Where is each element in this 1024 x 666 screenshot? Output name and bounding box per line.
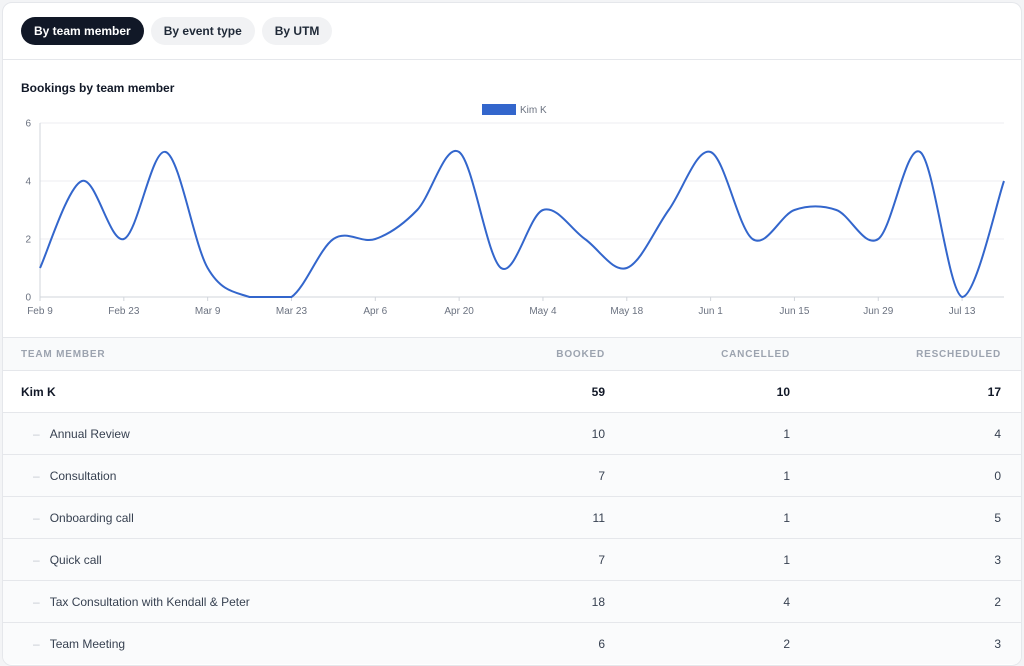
- booked-cell: 7: [598, 468, 605, 483]
- indent-marker: –: [33, 510, 40, 525]
- y-tick-label: 4: [25, 177, 31, 188]
- table-row[interactable]: – Quick call 7 1 3: [3, 538, 1021, 580]
- event-type-cell: – Annual Review: [33, 413, 130, 454]
- table-row[interactable]: – Tax Consultation with Kendall & Peter 18…: [3, 580, 1021, 622]
- rescheduled-cell: 4: [994, 426, 1001, 441]
- cancelled-cell: 1: [783, 552, 790, 567]
- bookings-table: Team Member Booked Cancelled Rescheduled…: [3, 337, 1021, 664]
- tab-bar: By team member By event type By UTM: [21, 17, 333, 45]
- event-type-cell: – Quick call: [33, 539, 102, 580]
- event-type-cell: – Tax Consultation with Kendall & Peter: [33, 581, 250, 622]
- cancelled-cell: 4: [783, 594, 790, 609]
- x-tick-label: Feb 23: [108, 306, 140, 317]
- indent-marker: –: [33, 552, 40, 567]
- table-row-member[interactable]: Kim K 59 10 17: [3, 370, 1021, 412]
- x-tick-label: Feb 9: [27, 306, 53, 317]
- legend-swatch: [482, 104, 516, 115]
- line-chart: 0 2 4 6 Feb 9 Feb 23 Mar 9 Mar 23 Apr 6 Apr 20 May…: [25, 104, 1005, 317]
- table-row[interactable]: – Team Meeting 6 2 3: [3, 622, 1021, 664]
- x-tick-label: Jun 15: [779, 306, 809, 317]
- rescheduled-cell: 0: [994, 468, 1001, 483]
- tab-by-event-type[interactable]: By event type: [150, 17, 255, 45]
- x-tick-label: Jun 1: [698, 306, 723, 317]
- cancelled-cell: 1: [783, 468, 790, 483]
- table-row[interactable]: – Onboarding call 11 1 5: [3, 496, 1021, 538]
- rescheduled-cell: 5: [994, 510, 1001, 525]
- indent-marker: –: [33, 426, 40, 441]
- event-type-name: Team Meeting: [49, 636, 126, 651]
- member-cancelled: 10: [776, 384, 790, 399]
- header-cancelled[interactable]: Cancelled: [721, 348, 790, 360]
- event-type-name: Onboarding call: [49, 510, 134, 525]
- event-type-name: Tax Consultation with Kendall & Peter: [49, 594, 250, 609]
- header-booked[interactable]: Booked: [556, 348, 605, 360]
- divider: [3, 59, 1021, 60]
- series-line-kim-k: [39, 149, 1005, 298]
- table-header-row: Team Member Booked Cancelled Rescheduled: [3, 337, 1021, 370]
- x-tick-label: Jul 13: [949, 306, 976, 317]
- header-team-member[interactable]: Team Member: [21, 348, 106, 360]
- cancelled-cell: 1: [783, 426, 790, 441]
- x-tick-label: Mar 23: [276, 306, 308, 317]
- indent-marker: –: [33, 594, 40, 609]
- cancelled-cell: 2: [783, 636, 790, 651]
- rescheduled-cell: 3: [994, 636, 1001, 651]
- rescheduled-cell: 3: [994, 552, 1001, 567]
- y-tick-label: 0: [25, 293, 31, 304]
- x-tick-label: May 18: [610, 306, 643, 317]
- tab-by-utm[interactable]: By UTM: [261, 17, 333, 45]
- event-type-cell: – Consultation: [33, 455, 116, 496]
- member-rescheduled: 17: [987, 384, 1001, 399]
- member-booked: 59: [591, 384, 605, 399]
- event-type-name: Consultation: [49, 468, 117, 483]
- indent-marker: –: [33, 468, 40, 483]
- cancelled-cell: 1: [783, 510, 790, 525]
- x-tick-label: Mar 9: [195, 306, 221, 317]
- y-tick-label: 2: [25, 235, 31, 246]
- indent-marker: –: [33, 636, 40, 651]
- booked-cell: 6: [598, 636, 605, 651]
- member-name: Kim K: [21, 384, 56, 399]
- rescheduled-cell: 2: [994, 594, 1001, 609]
- event-type-cell: – Onboarding call: [33, 497, 134, 538]
- event-type-name: Annual Review: [49, 426, 130, 441]
- booked-cell: 7: [598, 552, 605, 567]
- table-row[interactable]: – Consultation 7 1 0: [3, 454, 1021, 496]
- header-rescheduled[interactable]: Rescheduled: [916, 348, 1001, 360]
- x-tick-label: May 4: [529, 306, 557, 317]
- booked-cell: 11: [592, 510, 605, 525]
- tab-by-team-member[interactable]: By team member: [21, 17, 144, 45]
- chart-title: Bookings by team member: [21, 81, 175, 95]
- legend-label: Kim K: [520, 105, 547, 116]
- booked-cell: 10: [591, 426, 605, 441]
- event-type-cell: – Team Meeting: [33, 623, 125, 664]
- booked-cell: 18: [591, 594, 605, 609]
- event-type-name: Quick call: [49, 552, 102, 567]
- x-tick-label: Apr 6: [363, 306, 387, 317]
- y-tick-label: 6: [25, 119, 31, 130]
- x-tick-label: Jun 29: [863, 306, 893, 317]
- table-row[interactable]: – Annual Review 10 1 4: [3, 412, 1021, 454]
- x-tick-label: Apr 20: [444, 306, 474, 317]
